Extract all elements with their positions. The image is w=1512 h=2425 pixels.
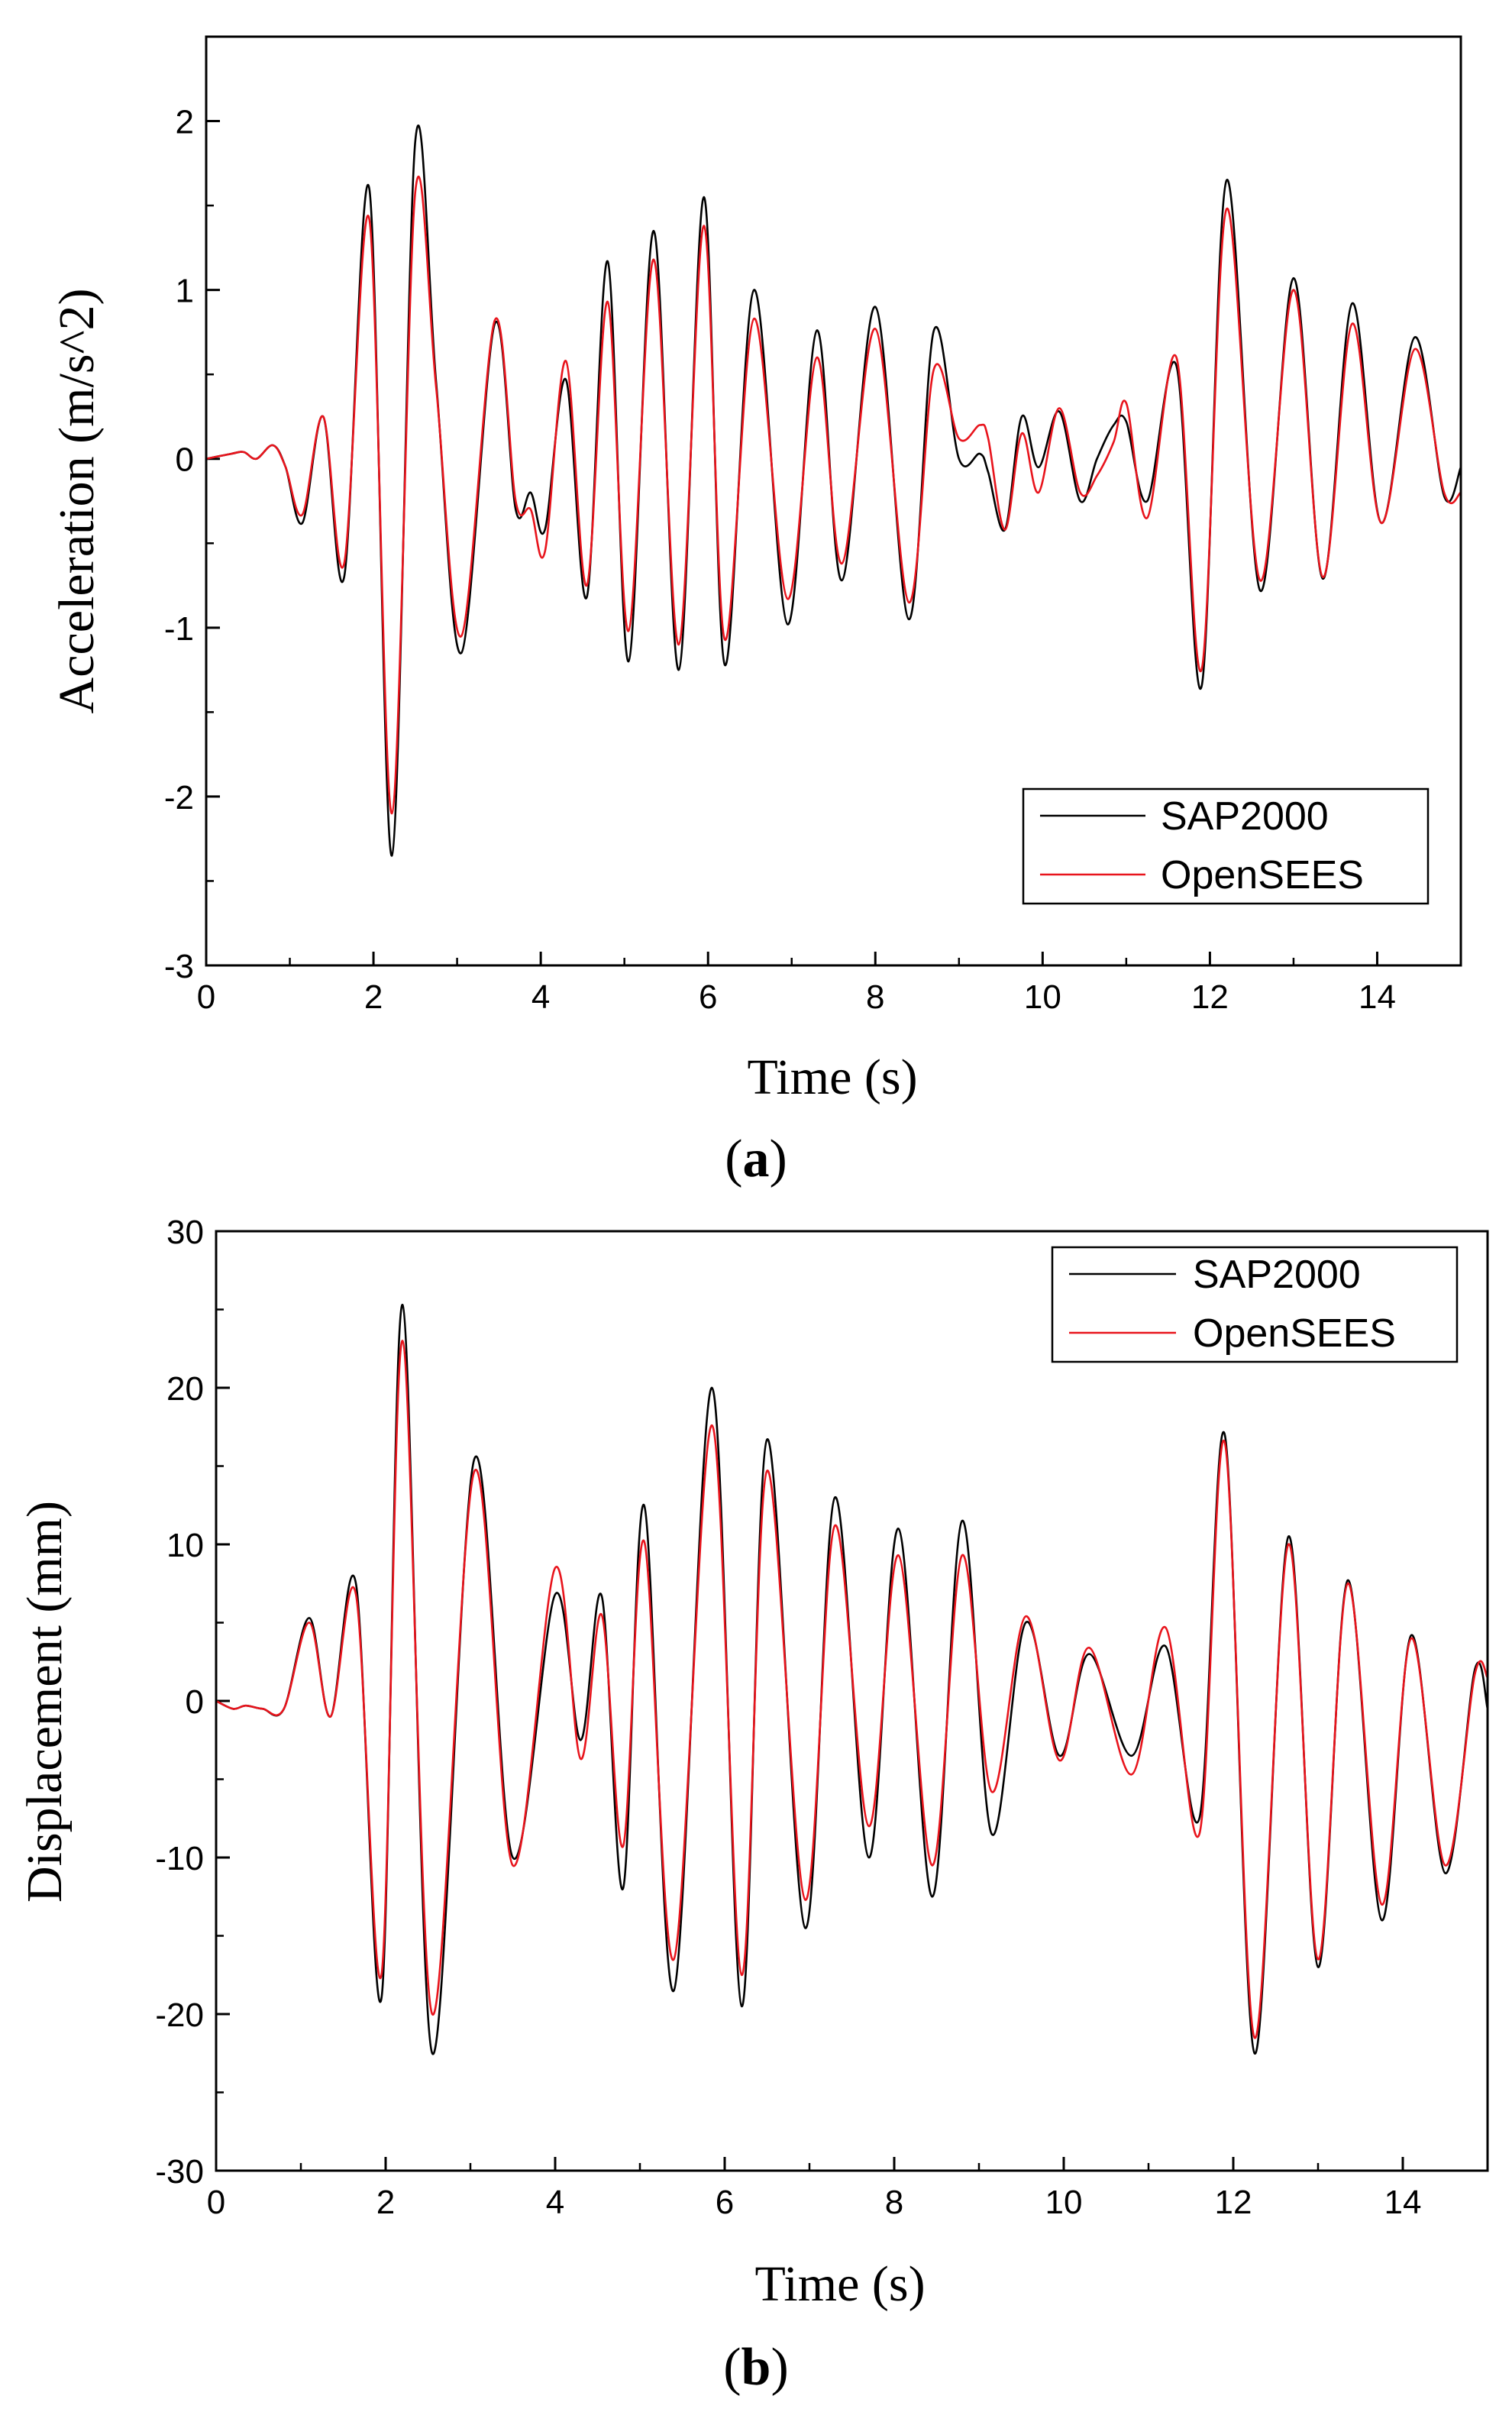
displacement-series-lines	[216, 1304, 1488, 2055]
panel-b-open-paren: (	[723, 2338, 741, 2397]
acceleration-y-tick-label: 0	[176, 441, 194, 479]
acceleration-y-tick-label: 1	[176, 273, 194, 310]
displacement-y-tick-label: -20	[155, 1997, 204, 2034]
displacement-legend-box	[1051, 1246, 1459, 1363]
panel-label-a: (a)	[725, 1130, 787, 1188]
displacement-series-opensees-line	[216, 1340, 1488, 2039]
displacement-x-tick-label: 4	[546, 2184, 564, 2221]
acceleration-plot-frame	[205, 35, 1462, 967]
acceleration-x-tick-label: 0	[197, 978, 215, 1016]
displacement-x-tick-label: 10	[1045, 2184, 1083, 2221]
acceleration-x-tick-label: 4	[531, 978, 550, 1016]
acceleration-y-tick-label: -3	[164, 948, 194, 985]
displacement-legend-sap2000-label: SAP2000	[1193, 1253, 1361, 1297]
acceleration-legend-sap2000-label: SAP2000	[1161, 794, 1329, 839]
displacement-x-axis-label: Time (s)	[754, 2256, 925, 2312]
acceleration-y-tick-label: -2	[164, 779, 194, 816]
displacement-x-tick-label: 0	[207, 2184, 225, 2221]
acceleration-x-tick-label: 10	[1024, 978, 1061, 1016]
panel-a-close-paren: )	[770, 1130, 787, 1188]
displacement-x-tick-label: 6	[716, 2184, 734, 2221]
displacement-y-tick-label: -10	[155, 1840, 204, 1877]
displacement-legend: SAP2000 OpenSEES	[1051, 1246, 1459, 1363]
displacement-y-tick-label: 20	[166, 1370, 204, 1408]
panel-a-letter: a	[743, 1130, 770, 1188]
displacement-x-tick-label: 8	[885, 2184, 903, 2221]
displacement-axis-ticks: 0 2 4 6 8 10 12 14 -30 -20 -10 0 10 20 30	[155, 1214, 1489, 2221]
acceleration-legend-opensees-label: OpenSEES	[1161, 853, 1364, 897]
acceleration-legend: SAP2000 OpenSEES	[1022, 787, 1430, 905]
acceleration-x-tick-label: 6	[699, 978, 717, 1016]
acceleration-x-tick-label: 12	[1191, 978, 1229, 1016]
acceleration-x-tick-label: 2	[364, 978, 383, 1016]
displacement-y-axis-label: Displacement (mm)	[17, 1501, 73, 1903]
acceleration-legend-box	[1022, 787, 1430, 905]
acceleration-y-axis-label: Acceleration (m/s^2)	[49, 289, 105, 714]
acceleration-y-tick-label: 2	[176, 104, 194, 141]
displacement-x-tick-label: 14	[1384, 2184, 1422, 2221]
acceleration-y-tick-label: -1	[164, 610, 194, 648]
displacement-chart: 0 2 4 6 8 10 12 14 -30 -20 -10 0 10 20 30 Time (s) Dis…	[17, 1214, 1489, 2397]
displacement-plot-frame	[215, 1230, 1489, 2172]
displacement-x-tick-label: 12	[1215, 2184, 1252, 2221]
panel-b-letter: b	[741, 2338, 771, 2397]
acceleration-series-opensees-line	[206, 176, 1461, 815]
displacement-x-tick-label: 2	[376, 2184, 395, 2221]
panel-a-open-paren: (	[725, 1130, 742, 1188]
displacement-y-tick-label: 10	[166, 1527, 204, 1564]
displacement-y-tick-label: -30	[155, 2153, 204, 2191]
acceleration-x-axis-label: Time (s)	[747, 1049, 917, 1105]
acceleration-series-lines	[206, 124, 1461, 857]
panel-label-b: (b)	[723, 2338, 789, 2397]
acceleration-x-tick-label: 14	[1359, 978, 1396, 1016]
acceleration-x-tick-label: 8	[866, 978, 884, 1016]
panel-b-close-paren: )	[771, 2338, 788, 2397]
displacement-legend-opensees-label: OpenSEES	[1193, 1311, 1396, 1356]
displacement-y-tick-label: 30	[166, 1214, 204, 1251]
displacement-y-tick-label: 0	[186, 1683, 204, 1721]
